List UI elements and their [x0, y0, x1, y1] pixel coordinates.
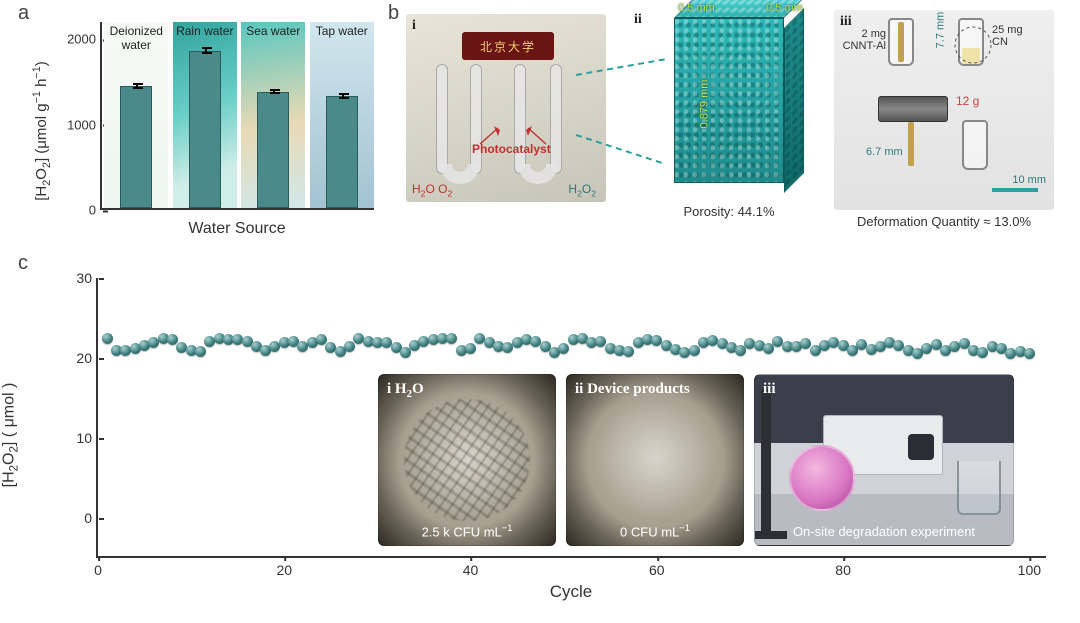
mass-label: 12 g — [956, 94, 979, 108]
porosity-caption: Porosity: 44.1% — [634, 204, 824, 219]
deformation-photo: iii 2 mg CNNT-Al 25 mg CN 7.7 mm 12 g 6.… — [834, 10, 1054, 210]
device-photo: 北京大学 Photocatalyst H2O O2 H2O2 i — [406, 14, 606, 202]
roman-bi: i — [412, 18, 416, 34]
roman-bii: ii — [634, 12, 642, 28]
scale-label: 10 mm — [1012, 174, 1046, 186]
panel-a-chart: 010002000Deionized waterRain waterSea wa… — [100, 22, 374, 210]
right-sample-label: 25 mg CN — [992, 24, 1023, 48]
panel-c-chart: i H2O 2.5 k CFU mL−1 ii Device products … — [96, 278, 1046, 558]
outlet-label: H2O2 — [568, 182, 596, 198]
dim-top1: 0.5 mm — [678, 2, 715, 14]
panel-label-a: a — [18, 2, 29, 25]
height-bottom: 6.7 mm — [866, 146, 903, 158]
university-plaque: 北京大学 — [462, 32, 554, 60]
panel-b-ii: 0.5 mm 0.5 mm 0.879 mm ii Porosity: 44.1… — [634, 8, 824, 218]
inset-iii: iii On-site degradation experiment — [754, 374, 1014, 546]
inlet-label: H2O O2 — [412, 182, 452, 198]
left-sample-label: 2 mg CNNT-Al — [836, 28, 886, 52]
panel-c: [H2O2] ( μmol ) i H2O 2.5 k CFU mL−1 ii … — [20, 260, 1064, 610]
inset-i: i H2O 2.5 k CFU mL−1 — [378, 374, 556, 546]
porous-cuboid — [674, 18, 784, 183]
dim-top2: 0.5 mm — [766, 2, 803, 14]
panel-c-xlabel: Cycle — [96, 582, 1046, 602]
dim-height: 0.879 mm — [698, 80, 710, 129]
panel-a-ylabel: [H2O2] (μmol g−1 h−1) — [31, 61, 53, 201]
panel-b-iii: iii 2 mg CNNT-Al 25 mg CN 7.7 mm 12 g 6.… — [834, 10, 1054, 210]
inset-ii: ii Device products 0 CFU mL−1 — [566, 374, 744, 546]
deformation-caption: Deformation Quantity ≈ 13.0% — [834, 214, 1054, 229]
panel-b-i: 北京大学 Photocatalyst H2O O2 H2O2 i — [406, 14, 606, 202]
height-top: 7.7 mm — [934, 12, 946, 49]
panel-c-ylabel: [H2O2] ( μmol ) — [0, 383, 20, 488]
panel-a-xlabel: Water Source — [100, 220, 374, 238]
panel-b: 北京大学 Photocatalyst H2O O2 H2O2 i 0.5 mm … — [398, 4, 1064, 254]
panel-a: [H2O2] (μmol g−1 h−1) 010002000Deionized… — [34, 12, 384, 250]
